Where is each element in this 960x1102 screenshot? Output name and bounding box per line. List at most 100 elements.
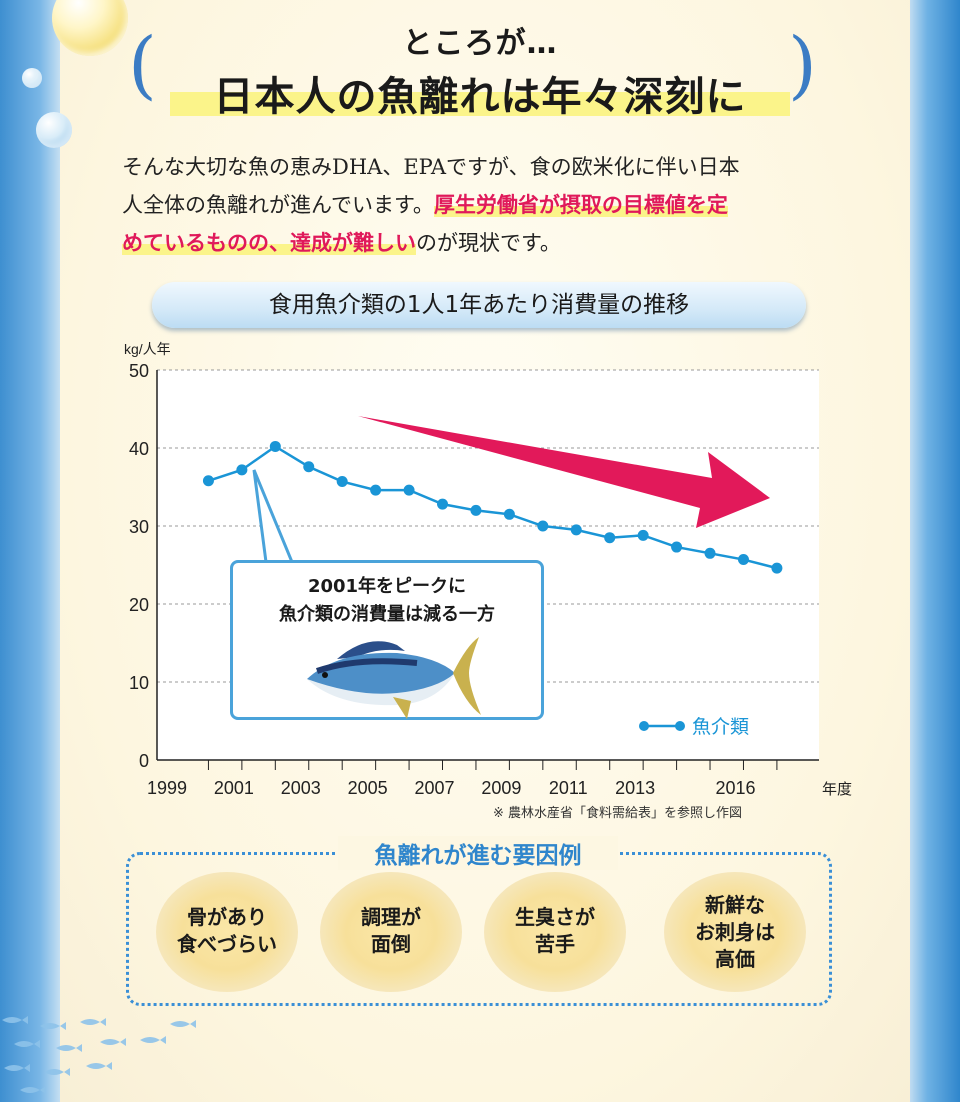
fish-tail — [453, 637, 481, 715]
x-tick-label: 2013 — [615, 778, 655, 798]
data-point — [202, 475, 214, 487]
factor-2-line-2: 面倒 — [371, 932, 411, 956]
headline: ( ) ところが… 日本人の魚離れは年々深刻に — [0, 0, 960, 130]
fish-anal-fin — [393, 697, 411, 719]
factor-1-line-1: 骨があり — [187, 905, 267, 929]
data-point — [771, 562, 783, 574]
data-point — [370, 484, 382, 496]
small-fish-icon — [4, 1064, 30, 1072]
callout-line-1: 2001年をピークに — [307, 576, 467, 597]
y-tick-label: 0 — [139, 751, 149, 771]
x-tick-label: 2001 — [214, 778, 254, 798]
y-tick-label: 40 — [129, 439, 149, 459]
series-fish-line — [202, 440, 783, 574]
data-point — [604, 532, 616, 544]
factor-circle-1 — [156, 872, 298, 992]
data-point — [537, 520, 549, 532]
data-point — [737, 554, 749, 566]
factor-text-4: 新鮮な お刺身は 高価 — [664, 892, 806, 973]
intro-line-1: そんな大切な魚の恵みDHA、EPAですが、食の欧米化に伴い日本 — [122, 155, 740, 179]
tuna-fish-illustration — [307, 637, 481, 719]
factor-4-line-3: 高価 — [715, 947, 755, 971]
small-fish-icon — [40, 1022, 66, 1030]
y-tick-label: 30 — [129, 517, 149, 537]
intro-highlight-2: めているものの、達成が難しい — [122, 231, 416, 255]
small-fish-icon — [86, 1062, 112, 1070]
right-water-border — [900, 0, 960, 1102]
data-point — [403, 484, 415, 496]
y-tick-label: 20 — [129, 595, 149, 615]
data-source-note: ※ 農林水産省「食料需給表」を参照し作図 — [493, 806, 743, 821]
factor-4-line-2: お刺身は — [695, 920, 775, 944]
factor-4-line-1: 新鮮な — [705, 893, 765, 917]
factor-text-3: 生臭さが 苦手 — [484, 904, 626, 958]
factor-circle-3 — [484, 872, 626, 992]
headline-main: 日本人の魚離れは年々深刻に — [213, 74, 747, 120]
chart-title: 食用魚介類の1人1年あたり消費量の推移 — [152, 282, 806, 328]
small-fish-icon — [100, 1038, 126, 1046]
data-point — [269, 440, 281, 452]
y-tick-label: 10 — [129, 673, 149, 693]
data-point — [336, 476, 348, 488]
x-axis-unit-label: 年度 — [822, 781, 852, 798]
small-fish-icon — [80, 1018, 106, 1026]
factor-circle-2 — [320, 872, 462, 992]
y-tick-labels: 0 10 20 30 40 50 — [129, 361, 149, 771]
left-parenthesis-decoration: ( — [128, 22, 157, 108]
legend: 魚介類 — [639, 716, 749, 738]
factor-3-line-1: 生臭さが — [515, 905, 595, 929]
right-parenthesis-decoration: ) — [788, 22, 817, 108]
intro-line-3: のが現状です。 — [416, 231, 561, 255]
data-point — [704, 547, 716, 559]
callout-line-2: 魚介類の消費量は減る一方 — [279, 604, 495, 625]
fish-eye — [322, 672, 328, 678]
data-point — [570, 524, 582, 536]
x-tick-label: 2007 — [414, 778, 454, 798]
data-point — [236, 464, 248, 476]
fish-school-decoration — [2, 1016, 196, 1094]
small-fish-icon — [2, 1016, 28, 1024]
small-fish-icon — [140, 1036, 166, 1044]
y-axis-unit-label: kg/人年 — [124, 341, 171, 357]
x-tick-label: 2003 — [281, 778, 321, 798]
x-tick-label: 2005 — [348, 778, 388, 798]
small-fish-icon — [170, 1020, 196, 1028]
legend-label: 魚介類 — [692, 716, 749, 738]
legend-marker — [639, 721, 649, 731]
peak-callout-text: 2001年をピークに 魚介類の消費量は減る一方 — [233, 573, 541, 629]
factors-title: 魚離れが進む要因例 — [338, 836, 618, 870]
data-point — [303, 461, 315, 473]
bubble-decoration-small — [22, 68, 42, 88]
data-point — [470, 504, 482, 516]
factor-1-line-2: 食べづらい — [177, 932, 277, 956]
small-fish-icon — [20, 1086, 46, 1094]
headline-lead: ところが… — [402, 26, 558, 61]
x-tick-label: 1999 — [147, 778, 187, 798]
data-point — [503, 508, 515, 520]
intro-line-2: 人全体の魚離れが進んでいます。 — [122, 193, 434, 217]
small-fish-icon — [44, 1068, 70, 1076]
factor-text-1: 骨があり 食べづらい — [156, 904, 298, 958]
x-tick-label: 2009 — [481, 778, 521, 798]
fish-dorsal-fin — [337, 641, 405, 659]
factor-text-2: 調理が 面倒 — [320, 904, 462, 958]
x-tick-label: 2016 — [715, 778, 755, 798]
fish-belly — [307, 673, 455, 706]
factor-circle-4 — [664, 872, 806, 992]
peak-callout-box: 2001年をピークに 魚介類の消費量は減る一方 — [230, 560, 544, 720]
series-line — [208, 444, 778, 570]
factor-2-line-1: 調理が — [361, 905, 421, 929]
headline-highlight — [170, 92, 790, 116]
y-tick-label: 50 — [129, 361, 149, 381]
data-point — [437, 498, 449, 510]
small-fish-icon — [14, 1040, 40, 1048]
x-tick-labels: 1999 2001 2003 2005 2007 2009 2011 2013 2016 — [147, 760, 778, 798]
legend-marker — [675, 721, 685, 731]
data-point — [637, 529, 649, 541]
small-fish-icon — [56, 1044, 82, 1052]
fish-back-stripe — [316, 658, 418, 674]
factor-3-line-2: 苦手 — [535, 932, 575, 956]
intro-paragraph: そんな大切な魚の恵みDHA、EPAですが、食の欧米化に伴い日本 人全体の魚離れが… — [122, 148, 842, 262]
x-tick-label: 2011 — [549, 778, 588, 798]
data-point — [671, 541, 683, 553]
